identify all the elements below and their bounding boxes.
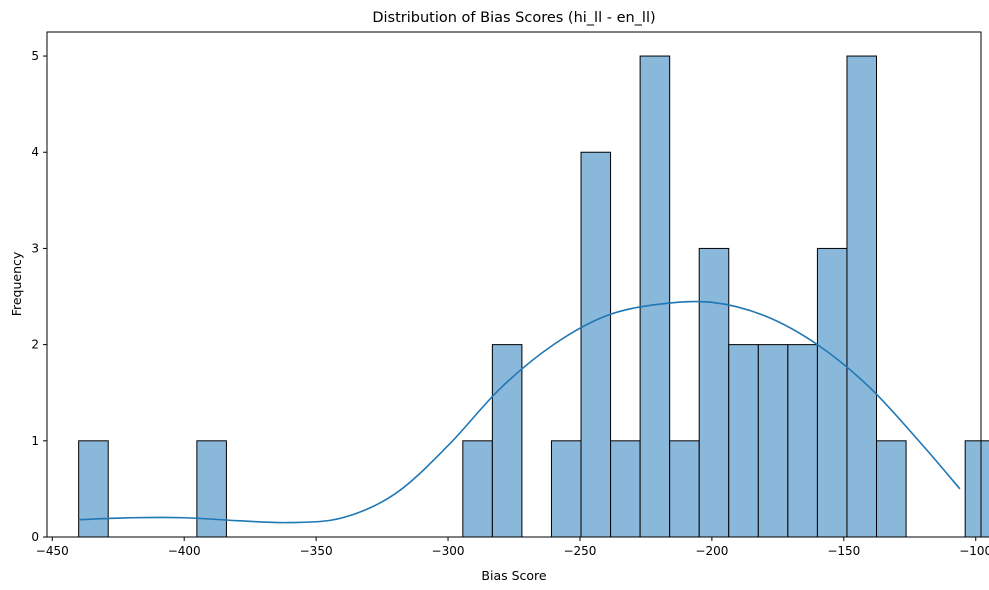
y-axis: 0 1 2 3 4 5 — [31, 49, 47, 544]
histogram-bar — [639, 55, 671, 538]
x-tick-label: −450 — [36, 544, 69, 558]
x-tick-label: −250 — [563, 544, 596, 558]
histogram-bar — [816, 247, 848, 538]
chart-title: Distribution of Bias Scores (hi_ll - en_… — [372, 10, 655, 26]
histogram-bar — [787, 344, 818, 538]
histogram-bar — [78, 440, 109, 538]
y-tick-label: 4 — [31, 145, 39, 159]
y-tick-label: 2 — [31, 338, 39, 352]
histogram-bar — [728, 344, 759, 538]
bars-group — [78, 55, 989, 538]
x-tick-label: −350 — [300, 544, 333, 558]
x-tick-label: −150 — [827, 544, 860, 558]
histogram-bar — [196, 440, 227, 538]
y-tick-label: 1 — [31, 434, 39, 448]
histogram-bar — [462, 440, 493, 538]
histogram-bar — [964, 440, 989, 538]
x-axis: −450 −400 −350 −300 −250 −200 −150 −100 — [36, 537, 989, 558]
y-tick-label: 3 — [31, 241, 39, 255]
kde-line — [78, 300, 961, 524]
histogram-bar — [698, 247, 730, 538]
histogram-bar — [876, 440, 907, 538]
y-tick-label: 5 — [31, 49, 39, 63]
histogram-bar — [491, 344, 523, 538]
x-tick-label: −300 — [432, 544, 465, 558]
y-tick-label: 0 — [31, 530, 39, 544]
histogram-bar — [669, 440, 700, 538]
x-tick-label: −400 — [168, 544, 201, 558]
histogram-bar — [846, 55, 878, 538]
x-tick-label: −200 — [695, 544, 728, 558]
y-axis-label: Frequency — [9, 251, 24, 316]
histogram-bar — [580, 151, 612, 538]
histogram-bar — [757, 344, 789, 538]
plot-frame — [46, 31, 982, 538]
histogram-bar — [610, 440, 641, 538]
x-axis-label: Bias Score — [481, 568, 547, 583]
histogram-bar — [550, 440, 582, 538]
x-tick-label: −100 — [959, 544, 989, 558]
